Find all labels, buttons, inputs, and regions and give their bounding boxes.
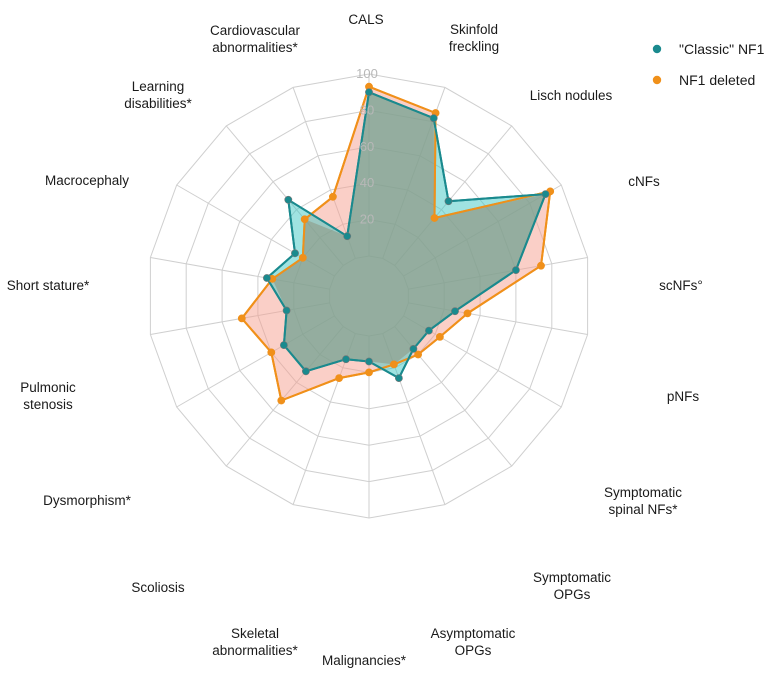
legend-marker-classic-nf1 [652,44,662,54]
radial-tick-labels: 20 40 60 80 100 [356,66,378,227]
point-nf1-deleted-dysmorphism [267,348,276,357]
axis-label-short-stature: Short stature* [7,278,90,293]
point-classic-nf1-learning-disabilities [284,195,293,204]
point-nf1-deleted-learning-disabilities [300,215,309,224]
axis-label-scoliosis: Scoliosis [131,580,185,595]
tick-label-20: 20 [360,212,374,227]
point-nf1-deleted-scoliosis [277,396,286,405]
point-classic-nf1-asymptomatic-opgs [394,374,403,382]
series-overlap [272,92,546,372]
axis-label-dysmorphism: Dysmorphism* [43,493,132,508]
axis-label-cnfs: cNFs [628,174,660,189]
point-nf1-deleted-lisch-nodules [430,214,439,222]
point-classic-nf1-scnfs [512,266,520,274]
axis-label-symptomatic-spinal-nfs: Symptomatic spinal NFs* [604,485,682,517]
axis-label-pulmonic-stenosis: Pulmonic stenosis [20,380,76,412]
tick-label-80: 80 [360,102,374,117]
axis-label-macrocephaly: Macrocephaly [45,173,129,188]
axis-label-pnfs: pNFs [667,389,700,404]
legend-label-classic-nf1: "Classic" NF1 [679,41,765,57]
axis-label-skeletal-abnormalities: Skeletal abnormalities* [212,626,298,658]
point-classic-nf1-symptomatic-opgs [409,344,418,353]
legend: "Classic" NF1 NF1 deleted [652,41,765,88]
point-nf1-deleted-asymptomatic-opgs [389,360,398,369]
point-classic-nf1-cardiovascular-abnormalities [343,232,352,241]
axis-label-learning-disabilities: Learning disabilities* [124,79,192,111]
legend-label-nf1-deleted: NF1 deleted [679,72,755,88]
point-classic-nf1-dysmorphism [279,341,288,349]
legend-marker-nf1-deleted [652,75,662,85]
point-classic-nf1-cals [365,88,373,97]
tick-label-40: 40 [360,175,374,190]
point-nf1-deleted-pnfs [463,309,472,318]
point-classic-nf1-pulmonic-stenosis [282,306,291,315]
point-nf1-deleted-symptomatic-spinal-nfs [435,332,444,341]
point-nf1-deleted-skeletal-abnormalities [335,374,343,382]
point-classic-nf1-malignancies [365,357,373,366]
point-classic-nf1-skinfold-freckling [429,114,438,123]
point-nf1-deleted-malignancies [365,368,373,377]
point-classic-nf1-pnfs [451,307,459,316]
point-classic-nf1-cnfs [541,190,550,198]
point-nf1-deleted-macrocephaly [298,253,307,262]
point-nf1-deleted-symptomatic-opgs [414,350,422,359]
axis-label-cardiovascular-abnormalities: Cardiovascular abnormalities* [210,23,301,55]
tick-label-100: 100 [356,66,378,81]
point-classic-nf1-scoliosis [301,367,310,376]
axis-label-asymptomatic-opgs: Asymptomatic OPGs [431,626,516,658]
point-classic-nf1-macrocephaly [291,249,299,258]
axis-label-cals: CALS [348,12,383,27]
axis-label-skinfold-freckling: Skinfold freckling [449,22,499,54]
axis-labels: CALS Skinfold freckling Lisch nodules cNFs sc… [7,12,703,668]
point-nf1-deleted-cardiovascular-abnormalities [328,192,337,201]
point-classic-nf1-skeletal-abnormalities [342,355,350,364]
point-classic-nf1-short-stature [262,274,271,282]
axis-label-scnfs: scNFs° [659,278,703,293]
point-classic-nf1-lisch-nodules [444,197,453,206]
axis-label-malignancies: Malignancies* [322,653,407,668]
point-classic-nf1-symptomatic-spinal-nfs [424,326,433,335]
axis-label-lisch-nodules: Lisch nodules [530,88,613,103]
radar-points [237,82,555,405]
axis-label-symptomatic-opgs: Symptomatic OPGs [533,570,611,602]
point-nf1-deleted-pulmonic-stenosis [237,314,246,323]
tick-label-60: 60 [360,139,374,154]
point-nf1-deleted-scnfs [537,261,545,270]
